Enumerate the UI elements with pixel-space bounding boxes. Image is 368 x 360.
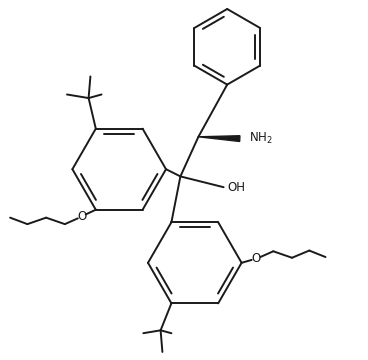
Text: O: O <box>78 210 87 223</box>
Text: NH$_2$: NH$_2$ <box>249 131 273 146</box>
Text: O: O <box>251 252 261 265</box>
Polygon shape <box>198 136 240 141</box>
Text: OH: OH <box>227 181 245 194</box>
